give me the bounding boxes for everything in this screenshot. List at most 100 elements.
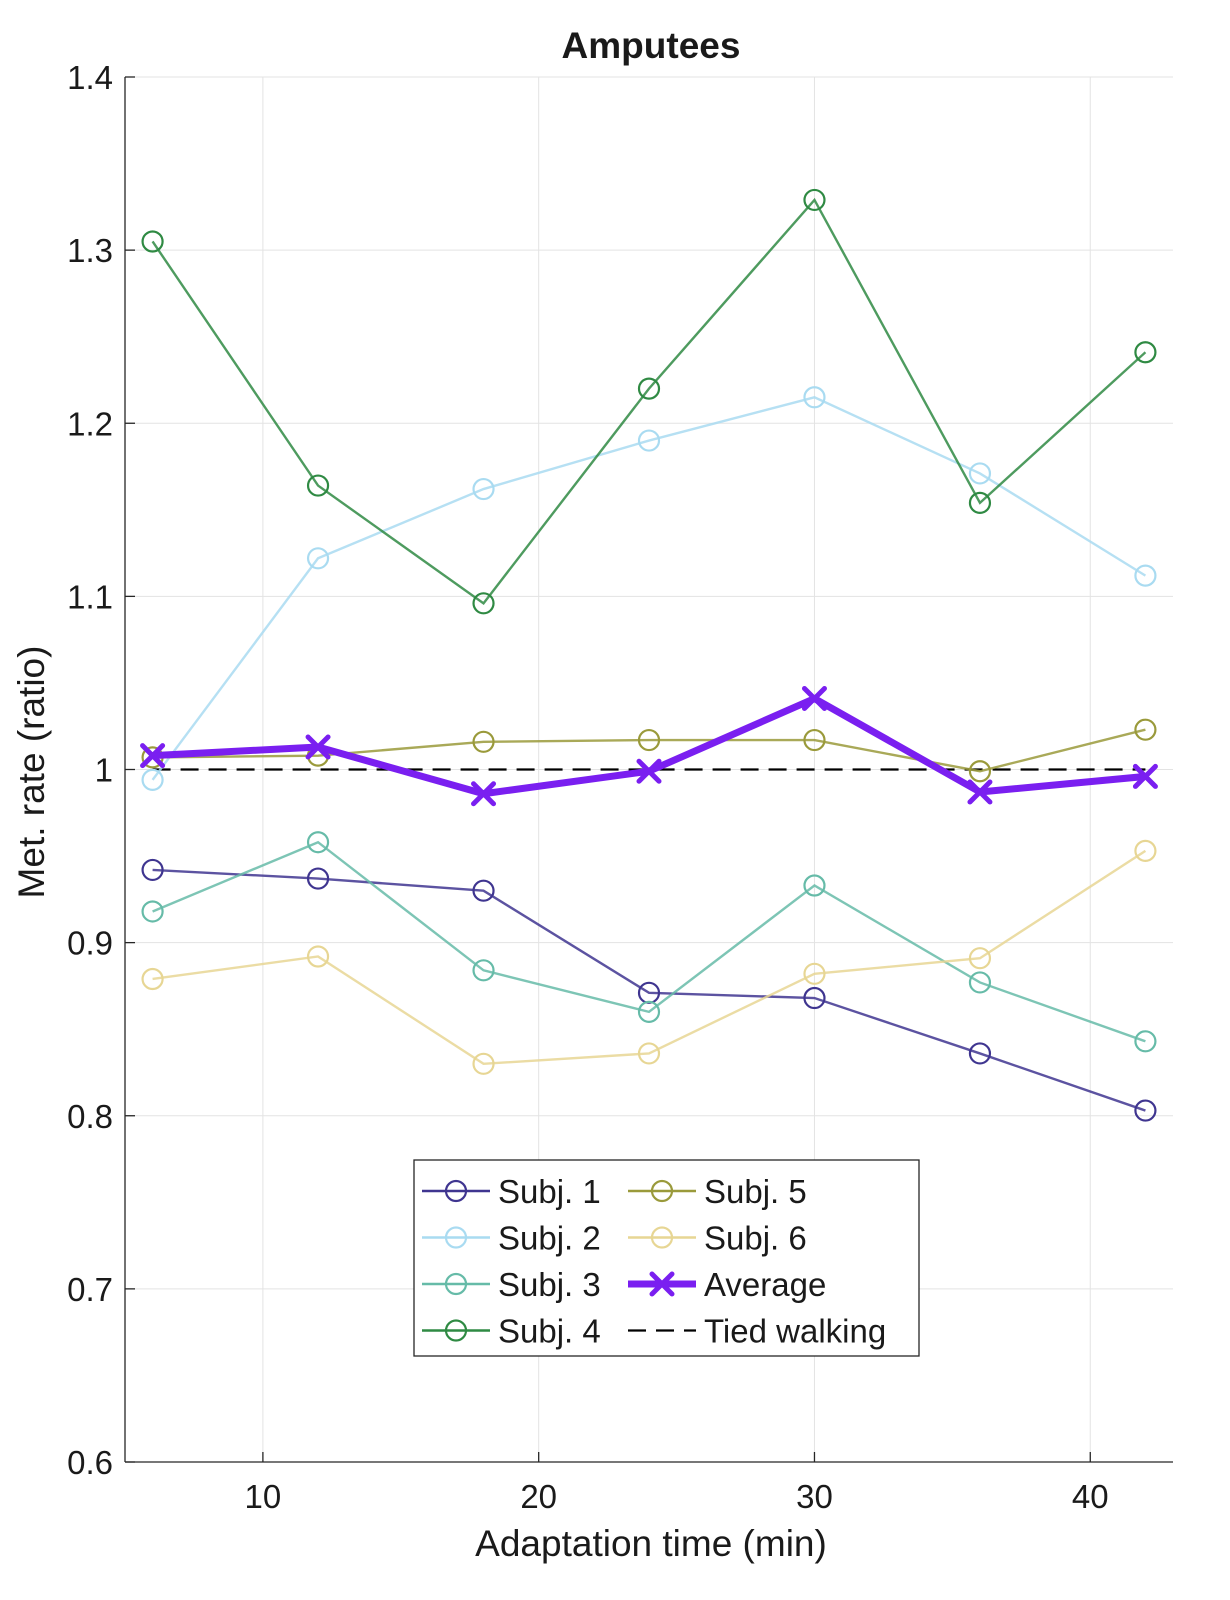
series-subj-4 bbox=[141, 188, 1157, 615]
subj-3-line bbox=[152, 840, 1146, 1043]
average-point bbox=[471, 781, 497, 807]
subj-2-point bbox=[1134, 564, 1157, 587]
x-axis-label: Adaptation time (min) bbox=[475, 1523, 827, 1564]
subj-3-point bbox=[968, 971, 992, 994]
average-point bbox=[140, 743, 166, 769]
subj-5-point bbox=[803, 728, 826, 752]
subj-5-point bbox=[968, 760, 992, 783]
y-tick-label: 0.8 bbox=[67, 1098, 113, 1135]
series-subj-2 bbox=[141, 386, 1157, 791]
x-tick-label: 30 bbox=[796, 1478, 833, 1515]
y-tick-label: 1.1 bbox=[67, 578, 113, 615]
subj-1-point bbox=[1134, 1099, 1157, 1122]
y-tick-label: 1 bbox=[95, 752, 113, 789]
legend-item-subj-3: Subj. 3 bbox=[422, 1266, 601, 1303]
legend-item-subj-2: Subj. 2 bbox=[422, 1220, 601, 1257]
average-line bbox=[152, 695, 1146, 798]
legend-item-average: Average bbox=[628, 1266, 826, 1303]
subj-3-point bbox=[141, 900, 164, 923]
x-tick-label: 10 bbox=[245, 1478, 282, 1515]
subj-1-point bbox=[472, 879, 495, 902]
subj-2-point bbox=[637, 429, 661, 452]
series-subj-3 bbox=[141, 831, 1157, 1053]
subj-3-point bbox=[306, 831, 330, 854]
legend-label-subj-6: Subj. 6 bbox=[704, 1220, 807, 1257]
y-tick-label: 0.7 bbox=[67, 1271, 113, 1308]
subj-6-point bbox=[803, 962, 826, 985]
subj-4-point bbox=[472, 592, 495, 615]
subj-6-point bbox=[968, 947, 992, 970]
legend-label-tied-walking: Tied walking bbox=[704, 1313, 886, 1350]
legend-marker-subj-4 bbox=[444, 1319, 468, 1342]
y-tick-label: 1.3 bbox=[67, 232, 113, 269]
axes: 10 20 30 40 0.6 0.7 0.8 0.9 1 1.1 1.2 1.3 1.4 bbox=[67, 59, 1173, 1515]
series-subj-6 bbox=[141, 839, 1157, 1075]
legend-label-subj-4: Subj. 4 bbox=[498, 1313, 601, 1350]
subj-4-point bbox=[637, 377, 661, 400]
legend-label-average: Average bbox=[704, 1266, 826, 1303]
subj-4-point bbox=[306, 474, 330, 497]
legend-marker-subj-1 bbox=[444, 1179, 468, 1203]
subj-1-point bbox=[803, 986, 826, 1010]
subj-2-point bbox=[803, 386, 826, 409]
y-tick-label: 1.4 bbox=[67, 59, 113, 96]
legend-marker-subj-3 bbox=[444, 1272, 468, 1296]
y-tick-label: 1.2 bbox=[67, 405, 113, 442]
subj-6-line bbox=[152, 849, 1147, 1066]
average-point bbox=[967, 779, 993, 805]
subj-4-point bbox=[141, 230, 164, 253]
subj-2-point bbox=[472, 477, 495, 501]
subj-2-point bbox=[306, 547, 330, 570]
x-marker-stroke bbox=[140, 743, 166, 769]
subj-5-point bbox=[1134, 718, 1157, 741]
x-marker-stroke bbox=[305, 734, 331, 760]
subj-2-point bbox=[968, 462, 992, 485]
chart-title: Amputees bbox=[562, 25, 741, 66]
subj-4-line bbox=[151, 197, 1147, 605]
legend-box bbox=[413, 1159, 920, 1357]
legend-label-subj-5: Subj. 5 bbox=[704, 1173, 807, 1210]
legend-label-subj-3: Subj. 3 bbox=[498, 1266, 601, 1303]
average-point bbox=[1132, 763, 1158, 789]
subj-5-line bbox=[152, 728, 1146, 773]
average-point bbox=[801, 686, 827, 712]
subj-2-line bbox=[151, 396, 1147, 781]
legend-marker-average bbox=[649, 1271, 675, 1297]
average-point bbox=[305, 734, 331, 760]
subj-1-line bbox=[152, 868, 1146, 1112]
legend-marker-subj-2 bbox=[444, 1226, 468, 1249]
legend-item-subj-6: Subj. 6 bbox=[628, 1220, 807, 1257]
y-tick-label: 0.9 bbox=[67, 925, 113, 962]
subj-3-point bbox=[1134, 1030, 1157, 1053]
subj-5-point bbox=[637, 728, 661, 752]
legend-label-subj-1: Subj. 1 bbox=[498, 1173, 601, 1210]
legend-label-subj-2: Subj. 2 bbox=[498, 1220, 601, 1257]
subj-6-point bbox=[637, 1042, 661, 1065]
x-tick-label: 20 bbox=[520, 1478, 557, 1515]
subj-6-point bbox=[472, 1052, 495, 1075]
plot-area bbox=[140, 188, 1158, 1122]
x-marker-stroke bbox=[636, 758, 662, 784]
subj-3-point bbox=[637, 1000, 661, 1023]
average-point bbox=[636, 758, 662, 784]
y-tick-label: 0.6 bbox=[67, 1444, 113, 1481]
x-marker-stroke bbox=[649, 1271, 675, 1297]
x-marker-stroke bbox=[967, 779, 993, 805]
x-marker-stroke bbox=[471, 781, 497, 807]
subj-6-point bbox=[306, 945, 330, 968]
x-tick-label: 40 bbox=[1072, 1478, 1109, 1515]
x-marker-stroke bbox=[801, 686, 827, 712]
subj-1-point bbox=[141, 858, 164, 882]
y-axis-label: Met. rate (ratio) bbox=[11, 646, 52, 899]
x-marker-stroke bbox=[1132, 763, 1158, 789]
subj-1-point bbox=[968, 1042, 992, 1065]
subj-6-point bbox=[1134, 839, 1157, 862]
subj-5-point bbox=[472, 730, 495, 753]
subj-2-point bbox=[141, 768, 164, 791]
legend-marker-subj-6 bbox=[650, 1226, 674, 1249]
legend-item-subj-1: Subj. 1 bbox=[422, 1173, 601, 1210]
legend-item-tied-walking: Tied walking bbox=[628, 1313, 886, 1350]
legend-marker-subj-5 bbox=[650, 1179, 674, 1203]
subj-1-point bbox=[306, 867, 330, 890]
